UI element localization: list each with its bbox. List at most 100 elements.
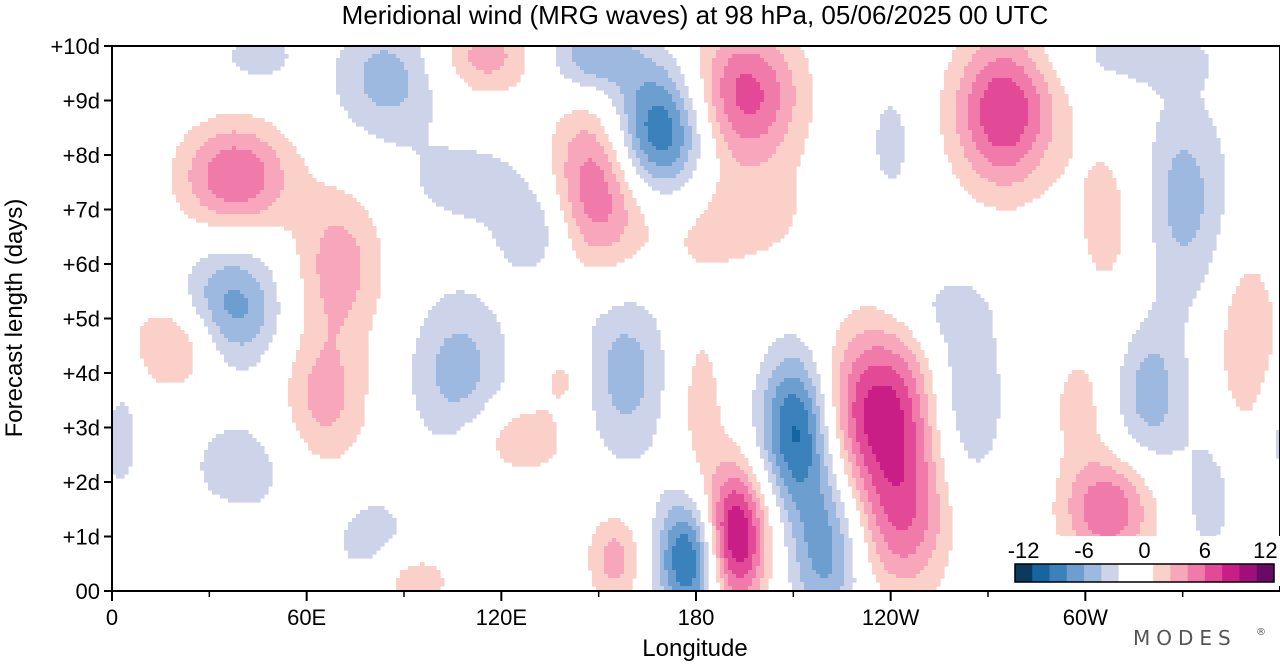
contour-cell (672, 126, 685, 131)
contour-cell (684, 162, 697, 167)
contour-cell (904, 458, 917, 463)
contour-cell (608, 78, 673, 83)
contour-cell (248, 298, 265, 303)
contour-cell (832, 366, 841, 371)
contour-cell (592, 370, 609, 375)
contour-cell (600, 522, 625, 527)
contour-cell (816, 450, 825, 455)
contour-cell (1168, 402, 1189, 407)
contour-cell (864, 410, 905, 415)
contour-cell (780, 474, 793, 479)
contour-cell (644, 350, 665, 355)
contour-cell (1228, 386, 1261, 391)
contour-cell (984, 126, 1025, 131)
contour-cell (772, 438, 781, 443)
contour-cell (916, 390, 925, 395)
contour-cell (568, 182, 581, 187)
contour-cell (1228, 382, 1261, 387)
contour-cell (208, 302, 225, 307)
contour-cell (920, 570, 945, 575)
contour-cell (796, 554, 809, 559)
contour-cell (1140, 502, 1157, 507)
contour-cell (916, 574, 945, 579)
contour-cell (912, 410, 921, 415)
contour-cell (1096, 262, 1113, 267)
contour-cell (676, 522, 689, 527)
contour-cell (408, 90, 433, 95)
contour-cell (732, 126, 769, 131)
contour-cell (396, 578, 445, 583)
contour-cell (748, 502, 757, 507)
contour-cell (980, 118, 1029, 123)
contour-cell (840, 518, 849, 523)
contour-cell (1192, 238, 1217, 243)
contour-cell (192, 126, 277, 131)
contour-cell (300, 262, 317, 267)
contour-cell (424, 422, 465, 427)
contour-cell (928, 414, 937, 419)
contour-cell (1144, 506, 1157, 511)
contour-cell (1224, 330, 1273, 335)
contour-cell (552, 378, 569, 383)
contour-cell (304, 306, 325, 311)
contour-cell (796, 546, 809, 551)
contour-cell (980, 98, 1029, 103)
contour-cell (476, 382, 501, 387)
contour-cell (1136, 486, 1149, 491)
contour-cell (936, 314, 993, 319)
contour-cell (1132, 334, 1185, 339)
contour-cell (296, 358, 317, 363)
contour-cell (608, 382, 645, 387)
contour-cell (416, 350, 441, 355)
contour-cell (832, 566, 845, 571)
contour-cell (664, 586, 673, 591)
contour-cell (320, 290, 357, 295)
contour-cell (904, 422, 917, 427)
contour-cell (868, 546, 877, 551)
contour-cell (624, 138, 633, 143)
contour-cell (844, 546, 853, 551)
contour-cell (844, 470, 853, 475)
contour-cell (288, 402, 309, 407)
contour-cell (852, 446, 861, 451)
contour-cell (472, 62, 505, 67)
contour-cell (1032, 82, 1049, 87)
contour-cell (604, 550, 625, 555)
contour-cell (236, 62, 285, 67)
contour-cell (700, 50, 717, 55)
contour-cell (844, 434, 849, 439)
contour-cell (640, 146, 657, 151)
contour-cell (696, 522, 705, 527)
contour-cell (928, 490, 937, 495)
contour-cell (780, 422, 809, 427)
contour-cell (620, 542, 637, 547)
contour-cell (176, 150, 197, 155)
contour-cell (920, 398, 929, 403)
contour-cell (788, 558, 797, 563)
contour-cell (656, 502, 697, 507)
contour-cell (732, 490, 737, 495)
contour-cell (224, 358, 261, 363)
contour-cell (768, 470, 773, 475)
contour-cell (1060, 422, 1097, 427)
contour-cell (864, 486, 877, 491)
contour-cell (420, 174, 521, 179)
contour-cell (308, 382, 345, 387)
contour-cell (756, 434, 765, 439)
contour-cell (592, 382, 609, 387)
contour-cell (864, 370, 897, 375)
contour-cell (736, 78, 757, 83)
contour-cell (1228, 306, 1273, 311)
contour-cell (704, 86, 713, 91)
contour-cell (776, 70, 793, 75)
contour-cell (688, 122, 697, 127)
contour-cell (1028, 174, 1061, 179)
contour-cell (200, 146, 233, 151)
contour-cell (596, 418, 657, 423)
contour-cell (580, 174, 605, 179)
contour-cell (764, 398, 773, 403)
contour-cell (1056, 494, 1073, 499)
contour-cell (1072, 522, 1089, 527)
contour-cell (292, 374, 309, 379)
contour-cell (660, 498, 693, 503)
